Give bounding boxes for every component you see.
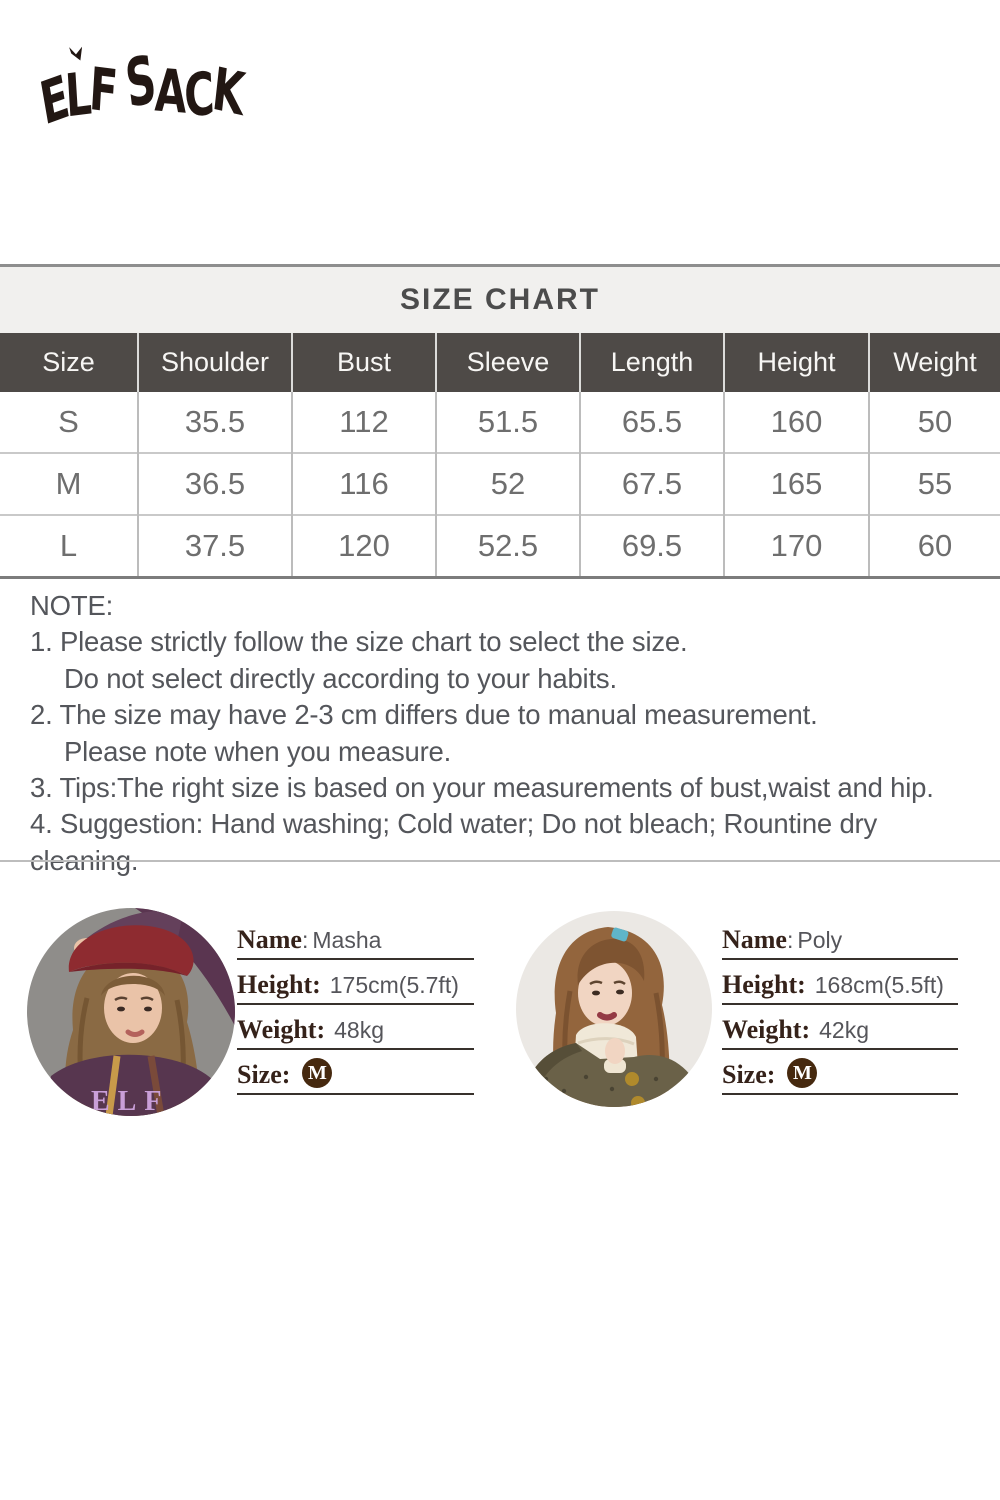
model-photo-poly — [516, 911, 712, 1107]
cell-sleeve: 52.5 — [435, 514, 580, 578]
cell-shoulder: 36.5 — [137, 452, 292, 515]
cell-sleeve: 52 — [435, 452, 580, 515]
name-value: Masha — [312, 926, 382, 953]
weight-value: 48kg — [334, 1016, 384, 1043]
cell-height: 170 — [723, 514, 869, 578]
size-badge: M — [302, 1058, 333, 1088]
model-height-row: Height: 175cm(5.7ft) — [237, 960, 474, 1005]
notes-lines: 1. Please strictly follow the size chart… — [30, 624, 990, 879]
note-line: 3. Tips:The right size is based on your … — [30, 772, 934, 804]
column-header-sleeve: Sleeve — [435, 333, 580, 392]
column-header-length: Length — [579, 333, 724, 392]
logo-letter-s: S — [121, 41, 158, 124]
height-value: 168cm(5.5ft) — [814, 971, 944, 998]
model-photo-masha: ELF — [27, 908, 235, 1116]
model-info-masha: Name: Masha Height: 175cm(5.7ft) Weight: 48… — [237, 915, 474, 1095]
cell-weight: 60 — [868, 514, 1000, 578]
size-row-m: M 36.5 116 52 67.5 165 55 — [0, 452, 1000, 515]
weight-value: 42kg — [819, 1016, 869, 1043]
size-chart-section: SIZE CHART Size Shoulder Bust Sleeve Length H… — [0, 264, 1000, 579]
column-header-bust: Bust — [291, 333, 436, 392]
size-label: Size: — [237, 1060, 291, 1089]
model-weight-row: Weight: 42kg — [722, 1005, 958, 1050]
name-label: Name — [237, 925, 302, 954]
logo-letter-k: K — [208, 54, 246, 129]
model-size-row: Size: M — [237, 1050, 474, 1095]
cell-bust: 112 — [291, 392, 436, 453]
cell-size: M — [0, 452, 138, 515]
model-height-row: Height: 168cm(5.5ft) — [722, 960, 958, 1005]
column-header-shoulder: Shoulder — [137, 333, 292, 392]
column-header-weight: Weight — [868, 333, 1000, 392]
column-header-height: Height — [723, 333, 869, 392]
cell-size: L — [0, 514, 138, 578]
name-label: Name — [722, 925, 787, 954]
cell-weight: 50 — [868, 392, 1000, 453]
brand-logo: ELFSACK — [35, 40, 260, 140]
notes-heading: NOTE: — [30, 590, 114, 621]
size-label: Size: — [722, 1060, 776, 1089]
note-line: 1. Please strictly follow the size chart… — [30, 626, 688, 658]
size-table-header-row: Size Shoulder Bust Sleeve Length Height Weight — [0, 333, 1000, 392]
section-divider — [0, 860, 1000, 862]
sweater-text: ELF — [91, 1086, 169, 1116]
model-size-row: Size: M — [722, 1050, 958, 1095]
note-line: 4. Suggestion: Hand washing; Cold water;… — [30, 808, 878, 876]
cell-sleeve: 51.5 — [435, 392, 580, 453]
cell-length: 67.5 — [579, 452, 724, 515]
model-illustration — [516, 911, 712, 1107]
cell-bust: 116 — [291, 452, 436, 515]
size-row-s: S 35.5 112 51.5 65.5 160 50 — [0, 392, 1000, 453]
name-separator: : — [786, 926, 794, 953]
cell-bust: 120 — [291, 514, 436, 578]
logo-letter-a: A — [153, 56, 186, 127]
weight-label: Weight: — [722, 1015, 811, 1044]
notes-section: NOTE: 1. Please strictly follow the size… — [30, 588, 990, 879]
cell-shoulder: 37.5 — [137, 514, 292, 578]
cell-height: 165 — [723, 452, 869, 515]
cell-shoulder: 35.5 — [137, 392, 292, 453]
cell-weight: 55 — [868, 452, 1000, 515]
name-value: Poly — [797, 926, 843, 953]
logo-letters: ELFSACK — [35, 41, 245, 138]
model-name-row: Name: Poly — [722, 915, 958, 960]
model-name-row: Name: Masha — [237, 915, 474, 960]
note-line: Do not select directly according to your… — [64, 662, 617, 694]
model-illustration: ELF — [27, 908, 235, 1116]
height-label: Height: — [722, 970, 806, 999]
size-table: Size Shoulder Bust Sleeve Length Height Weight… — [0, 333, 1000, 579]
cell-length: 65.5 — [579, 392, 724, 453]
name-separator: : — [301, 926, 309, 953]
note-line: Please note when you measure. — [64, 735, 452, 767]
column-header-size: Size — [0, 333, 138, 392]
weight-label: Weight: — [237, 1015, 326, 1044]
logo-letter-f: F — [87, 54, 118, 127]
size-chart-title: SIZE CHART — [0, 267, 1000, 333]
cell-size: S — [0, 392, 138, 453]
height-label: Height: — [237, 970, 321, 999]
cell-height: 160 — [723, 392, 869, 453]
model-info-poly: Name: Poly Height: 168cm(5.5ft) Weight: 42k… — [722, 915, 958, 1095]
model-weight-row: Weight: 48kg — [237, 1005, 474, 1050]
note-line: 2. The size may have 2-3 cm differs due … — [30, 699, 818, 731]
cell-length: 69.5 — [579, 514, 724, 578]
size-badge: M — [787, 1058, 818, 1088]
height-value: 175cm(5.7ft) — [329, 971, 459, 998]
size-row-l: L 37.5 120 52.5 69.5 170 60 — [0, 514, 1000, 578]
